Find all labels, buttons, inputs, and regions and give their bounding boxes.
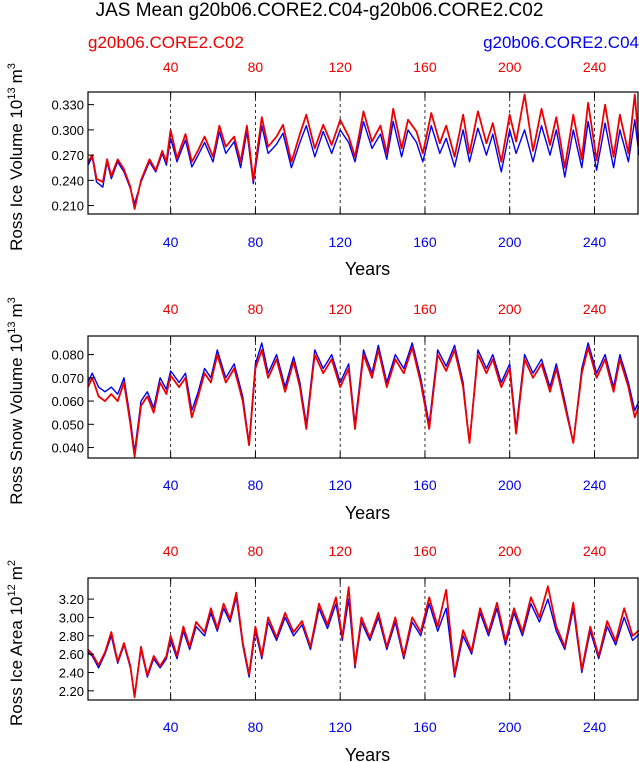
top-tick-label: 200 <box>498 59 522 75</box>
ross-snow-volume-series-c04 <box>87 342 639 453</box>
x-axis-label: Years <box>345 745 390 762</box>
top-tick-label: 120 <box>329 543 353 559</box>
top-tick-label: 240 <box>583 301 607 317</box>
top-tick-label: 240 <box>583 59 607 75</box>
ross-snow-volume-frame <box>87 335 639 459</box>
y-tick-label: 3.20 <box>59 592 84 607</box>
chart-title: JAS Mean g20b06.CORE2.C04-g20b06.CORE2.C… <box>95 0 544 21</box>
ross-ice-volume-panel: 0.210 0.240 0.270 0.300 0.330 40 40 80 80 120 120 1… <box>6 59 639 279</box>
top-tick-label: 160 <box>413 59 437 75</box>
x-axis-label: Years <box>345 503 390 523</box>
ross-ice-area-series-c02 <box>87 585 639 699</box>
bottom-tick-label: 240 <box>583 719 607 735</box>
ross-ice-volume-series-c02 <box>87 93 639 210</box>
bottom-tick-label: 200 <box>498 234 522 250</box>
top-tick-label: 240 <box>583 543 607 559</box>
bottom-tick-label: 200 <box>498 719 522 735</box>
y-tick-label: 0.070 <box>51 371 84 386</box>
top-tick-label: 40 <box>163 59 179 75</box>
y-axis-label: Ross Ice Volume 1013m3 <box>6 63 26 251</box>
top-tick-label: 80 <box>248 543 264 559</box>
y-tick-label: 2.40 <box>59 665 84 680</box>
y-tick-label: 0.330 <box>51 98 84 113</box>
bottom-tick-label: 120 <box>329 719 353 735</box>
y-tick-label: 0.240 <box>51 173 84 188</box>
y-tick-label: 2.60 <box>59 647 84 662</box>
y-tick-label: 3.00 <box>59 610 84 625</box>
y-tick-label: 2.20 <box>59 684 84 699</box>
top-tick-label: 200 <box>498 543 522 559</box>
bottom-tick-label: 200 <box>498 477 522 493</box>
y-tick-label: 0.050 <box>51 417 84 432</box>
top-tick-label: 200 <box>498 301 522 317</box>
ross-ice-area-frame <box>87 577 639 701</box>
y-tick-label: 0.270 <box>51 148 84 163</box>
bottom-tick-label: 240 <box>583 234 607 250</box>
bottom-tick-label: 120 <box>329 477 353 493</box>
bottom-tick-label: 160 <box>413 719 437 735</box>
y-tick-label: 0.300 <box>51 123 84 138</box>
bottom-tick-label: 160 <box>413 234 437 250</box>
y-axis-label: Ross Ice Area 1012m2 <box>6 560 26 726</box>
bottom-tick-label: 80 <box>248 477 264 493</box>
ross-snow-volume-series-c02 <box>87 346 639 458</box>
legend-red-label: g20b06.CORE2.C02 <box>88 33 244 52</box>
bottom-tick-label: 160 <box>413 477 437 493</box>
ross-ice-volume-series-c04 <box>87 119 639 205</box>
y-tick-label: 0.060 <box>51 394 84 409</box>
y-axis-label: Ross Snow Volume 1013m3 <box>6 297 26 505</box>
top-tick-label: 80 <box>248 301 264 317</box>
bottom-tick-label: 80 <box>248 719 264 735</box>
top-tick-label: 160 <box>413 301 437 317</box>
top-tick-label: 80 <box>248 59 264 75</box>
bottom-tick-label: 40 <box>163 477 179 493</box>
y-tick-label: 2.80 <box>59 629 84 644</box>
bottom-tick-label: 40 <box>163 719 179 735</box>
bottom-tick-label: 120 <box>329 234 353 250</box>
bottom-tick-label: 240 <box>583 477 607 493</box>
top-tick-label: 40 <box>163 301 179 317</box>
legend-blue-label: g20b06.CORE2.C04 <box>483 33 639 52</box>
top-tick-label: 40 <box>163 543 179 559</box>
bottom-tick-label: 80 <box>248 234 264 250</box>
top-tick-label: 120 <box>329 59 353 75</box>
x-axis-label: Years <box>345 259 390 279</box>
ross-ice-volume-frame <box>87 91 639 215</box>
ross-ice-area-panel: 2.20 2.40 2.60 2.80 3.00 3.20 40 40 80 80 120 120 16… <box>6 543 639 762</box>
top-tick-label: 120 <box>329 301 353 317</box>
y-tick-label: 0.080 <box>51 348 84 363</box>
ross-snow-volume-panel: 0.040 0.050 0.060 0.070 0.080 40 40 80 80 120 120 1… <box>6 297 639 523</box>
y-tick-label: 0.040 <box>51 441 84 456</box>
top-tick-label: 160 <box>413 543 437 559</box>
y-tick-label: 0.210 <box>51 199 84 214</box>
bottom-tick-label: 40 <box>163 234 179 250</box>
